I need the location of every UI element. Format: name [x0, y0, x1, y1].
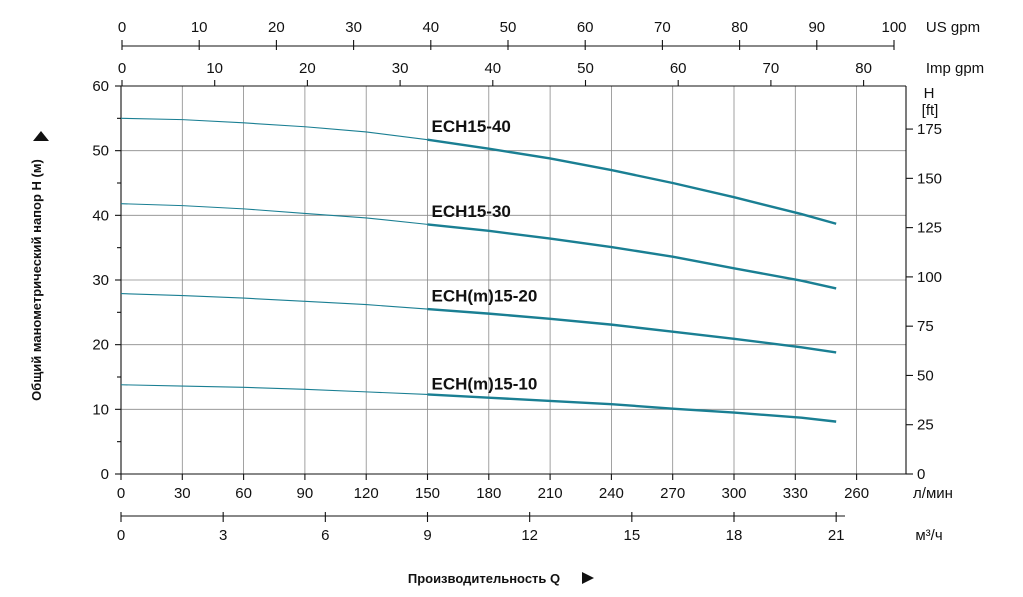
x-m3h-tick-label: 15 — [623, 527, 640, 544]
x-lpm-tick-label: 210 — [538, 485, 563, 502]
y-right-tick-label: 100 — [917, 269, 942, 286]
x-usgpm-unit: US gpm — [926, 19, 980, 36]
x-impgpm-tick-label: 50 — [577, 60, 594, 77]
x-axis-arrow-icon — [582, 572, 594, 584]
x-m3h-tick-label: 0 — [117, 527, 125, 544]
x-lpm-unit: л/мин — [913, 485, 953, 502]
x-m3h-tick-label: 9 — [423, 527, 431, 544]
curves — [120, 117, 837, 423]
x-lpm-tick-label: 150 — [415, 485, 440, 502]
x-lpm-tick-label: 120 — [354, 485, 379, 502]
y-left-tick-label: 20 — [92, 337, 109, 354]
x-impgpm-tick-label: 30 — [392, 60, 409, 77]
y-left-tick-label: 0 — [101, 466, 109, 483]
x-usgpm-tick-label: 50 — [500, 19, 517, 36]
x-lpm-tick-label: 240 — [599, 485, 624, 502]
series-0-curve-thin — [120, 117, 428, 141]
series-0-curve — [427, 138, 837, 225]
x-usgpm-tick-label: 40 — [422, 19, 439, 36]
y-left-tick-label: 30 — [92, 272, 109, 289]
x-usgpm-tick-label: 90 — [808, 19, 825, 36]
x-usgpm-tick-label: 20 — [268, 19, 285, 36]
x-usgpm-tick-label: 80 — [731, 19, 748, 36]
x-m3h-tick-label: 18 — [726, 527, 743, 544]
series-label-0: ECH15-40 — [432, 117, 511, 136]
y-right-unit-ft: [ft] — [922, 102, 939, 119]
y-right-unit-h: H — [924, 85, 935, 102]
y-left-tick-label: 60 — [92, 78, 109, 95]
x-impgpm-tick-label: 60 — [670, 60, 687, 77]
x-m3h-tick-label: 21 — [828, 527, 845, 544]
x-lpm-tick-label: 0 — [117, 485, 125, 502]
y-left-tick-label: 10 — [92, 401, 109, 418]
series-3-curve — [427, 393, 837, 423]
x-m3h-unit: м³/ч — [915, 527, 942, 544]
x-impgpm-tick-label: 0 — [118, 60, 126, 77]
x-impgpm-tick-label: 10 — [206, 60, 223, 77]
x-axis-title: Производительность Q — [408, 571, 560, 586]
x-usgpm-tick-label: 70 — [654, 19, 671, 36]
x-impgpm-tick-label: 20 — [299, 60, 316, 77]
x-usgpm-tick-label: 10 — [191, 19, 208, 36]
x-lpm-tick-label: 330 — [783, 485, 808, 502]
x-usgpm-tick-label: 0 — [118, 19, 126, 36]
y-right-tick-label: 175 — [917, 121, 942, 138]
series-3-curve-thin — [120, 384, 428, 396]
x-usgpm-tick-label: 30 — [345, 19, 362, 36]
series-label-2: ECH(m)15-20 — [432, 287, 538, 306]
series-2-curve — [427, 307, 837, 354]
x-m3h-tick-label: 3 — [219, 527, 227, 544]
x-m3h-tick-label: 12 — [521, 527, 538, 544]
x-impgpm-tick-label: 70 — [763, 60, 780, 77]
x-lpm-tick-label: 260 — [844, 485, 869, 502]
x-lpm-tick-label: 30 — [174, 485, 191, 502]
x-lpm-tick-label: 270 — [660, 485, 685, 502]
x-lpm-tick-label: 90 — [297, 485, 314, 502]
x-usgpm-tick-label: 100 — [881, 19, 906, 36]
x-lpm-tick-label: 300 — [721, 485, 746, 502]
series-label-1: ECH15-30 — [432, 202, 511, 221]
y-axis-title: Общий манометрический напор H (м) — [29, 159, 44, 401]
y-right-tick-label: 150 — [917, 170, 942, 187]
y-right-tick-label: 0 — [917, 466, 925, 483]
labels: ECH15-40 ECH15-30 ECH(m)15-20 ECH(m)15-10 — [33, 117, 594, 584]
y-axis-arrow-icon — [33, 131, 49, 141]
x-impgpm-tick-label: 40 — [484, 60, 501, 77]
x-lpm-tick-label: 180 — [476, 485, 501, 502]
y-right-tick-label: 25 — [917, 417, 934, 434]
y-right-tick-label: 50 — [917, 367, 934, 384]
series-1-curve — [427, 223, 837, 290]
x-impgpm-tick-label: 80 — [855, 60, 872, 77]
y-right-tick-label: 75 — [917, 318, 934, 335]
y-left-tick-label: 40 — [92, 207, 109, 224]
y-left-tick-label: 50 — [92, 143, 109, 160]
x-lpm-tick-label: 60 — [235, 485, 252, 502]
x-impgpm-unit: Imp gpm — [926, 60, 984, 77]
series-1-curve-thin — [120, 203, 428, 225]
x-usgpm-tick-label: 60 — [577, 19, 594, 36]
series-2-curve-thin — [120, 293, 428, 310]
series-label-3: ECH(m)15-10 — [432, 374, 538, 393]
y-right-tick-label: 125 — [917, 220, 942, 237]
x-m3h-tick-label: 6 — [321, 527, 329, 544]
